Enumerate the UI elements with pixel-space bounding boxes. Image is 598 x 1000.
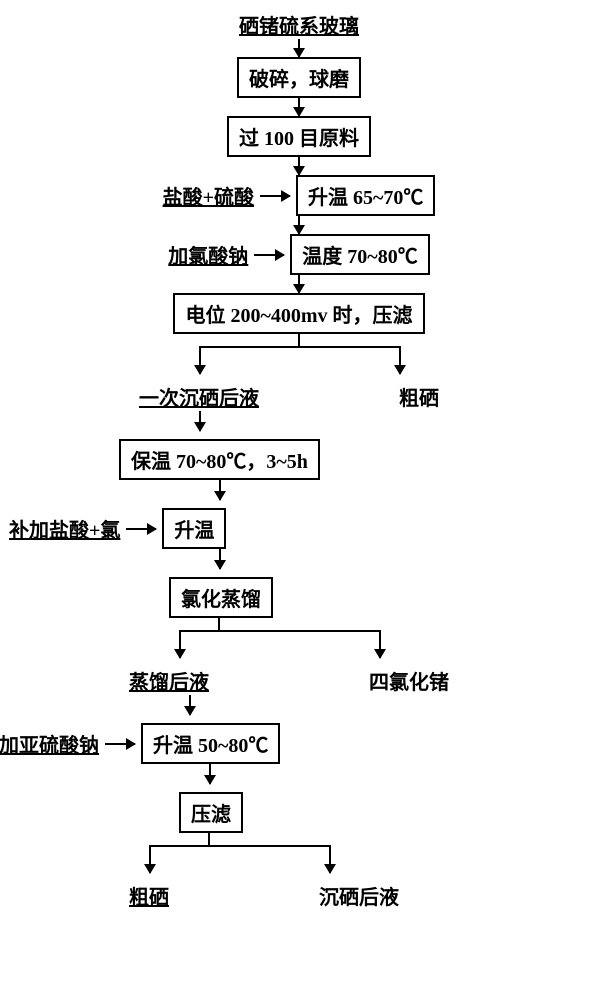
side-label-acid: 盐酸+硫酸	[163, 181, 254, 210]
arrow-right-icon	[260, 195, 290, 197]
row-chlorate: 加氯酸钠 温度 70~80℃	[168, 234, 429, 275]
branch-first-se-liquid: 一次沉硒后液	[139, 382, 259, 411]
branch-crude-se-1: 粗硒	[399, 382, 439, 411]
connector	[139, 764, 459, 792]
connector	[139, 411, 459, 439]
row-filter2: 压滤	[139, 792, 459, 833]
side-label-chlorate: 加氯酸钠	[168, 240, 248, 269]
branch-gecl4: 四氯化锗	[369, 666, 449, 695]
flowchart-root: 硒锗硫系玻璃 破碎，球磨 过 100 目原料 盐酸+硫酸 升温 65~70℃ 加…	[10, 10, 588, 910]
split-2	[139, 618, 459, 666]
arrow	[298, 275, 300, 293]
arrow	[298, 39, 300, 57]
arrow	[298, 216, 300, 234]
step-chloride-distill: 氯化蒸馏	[169, 577, 273, 618]
step-sieve: 过 100 目原料	[227, 116, 371, 157]
arrow	[298, 157, 300, 175]
step-potential-filter: 电位 200~400mv 时，压滤	[173, 293, 424, 334]
step-crush: 破碎，球磨	[237, 57, 361, 98]
split-3	[139, 833, 459, 881]
step-heat-65-70: 升温 65~70℃	[296, 175, 435, 216]
side-input-add-acid: 补加盐酸+氯	[9, 514, 156, 543]
side-input-sulfite: 加亚硫酸钠	[0, 729, 135, 758]
side-input-chlorate: 加氯酸钠	[168, 240, 284, 269]
row-acid: 盐酸+硫酸 升温 65~70℃	[163, 175, 436, 216]
row-distill: 氯化蒸馏	[139, 577, 459, 618]
step-press-filter: 压滤	[179, 792, 243, 833]
connector	[139, 695, 459, 723]
split-3-row: 粗硒 沉硒后液	[139, 881, 459, 910]
arrow	[298, 98, 300, 116]
split-1	[139, 334, 459, 382]
arrow-right-icon	[254, 254, 284, 256]
branch-distilled-liquid: 蒸馏后液	[129, 666, 209, 695]
split-2-row: 蒸馏后液 四氯化锗	[119, 666, 479, 695]
step-temp-70-80: 温度 70~80℃	[290, 234, 429, 275]
side-input-acid: 盐酸+硫酸	[163, 181, 290, 210]
row-hold: 保温 70~80℃，3~5h	[139, 439, 459, 480]
side-label-add-acid: 补加盐酸+氯	[9, 514, 120, 543]
arrow-right-icon	[105, 743, 135, 745]
start-label: 硒锗硫系玻璃	[239, 10, 359, 39]
arrow-right-icon	[126, 528, 156, 530]
split-1-row: 一次沉硒后液 粗硒	[139, 382, 459, 411]
row-sulfite: 加亚硫酸钠 升温 50~80℃	[79, 723, 519, 764]
branch-after-se-liquid: 沉硒后液	[319, 881, 399, 910]
step-hold-temp: 保温 70~80℃，3~5h	[119, 439, 320, 480]
step-heat-up: 升温	[162, 508, 226, 549]
connector	[139, 480, 459, 508]
row-add-acid-cl: 补加盐酸+氯 升温	[89, 508, 509, 549]
branch-crude-se-2: 粗硒	[129, 881, 169, 910]
side-label-sulfite: 加亚硫酸钠	[0, 729, 99, 758]
step-heat-50-80: 升温 50~80℃	[141, 723, 280, 764]
connector	[139, 549, 459, 577]
